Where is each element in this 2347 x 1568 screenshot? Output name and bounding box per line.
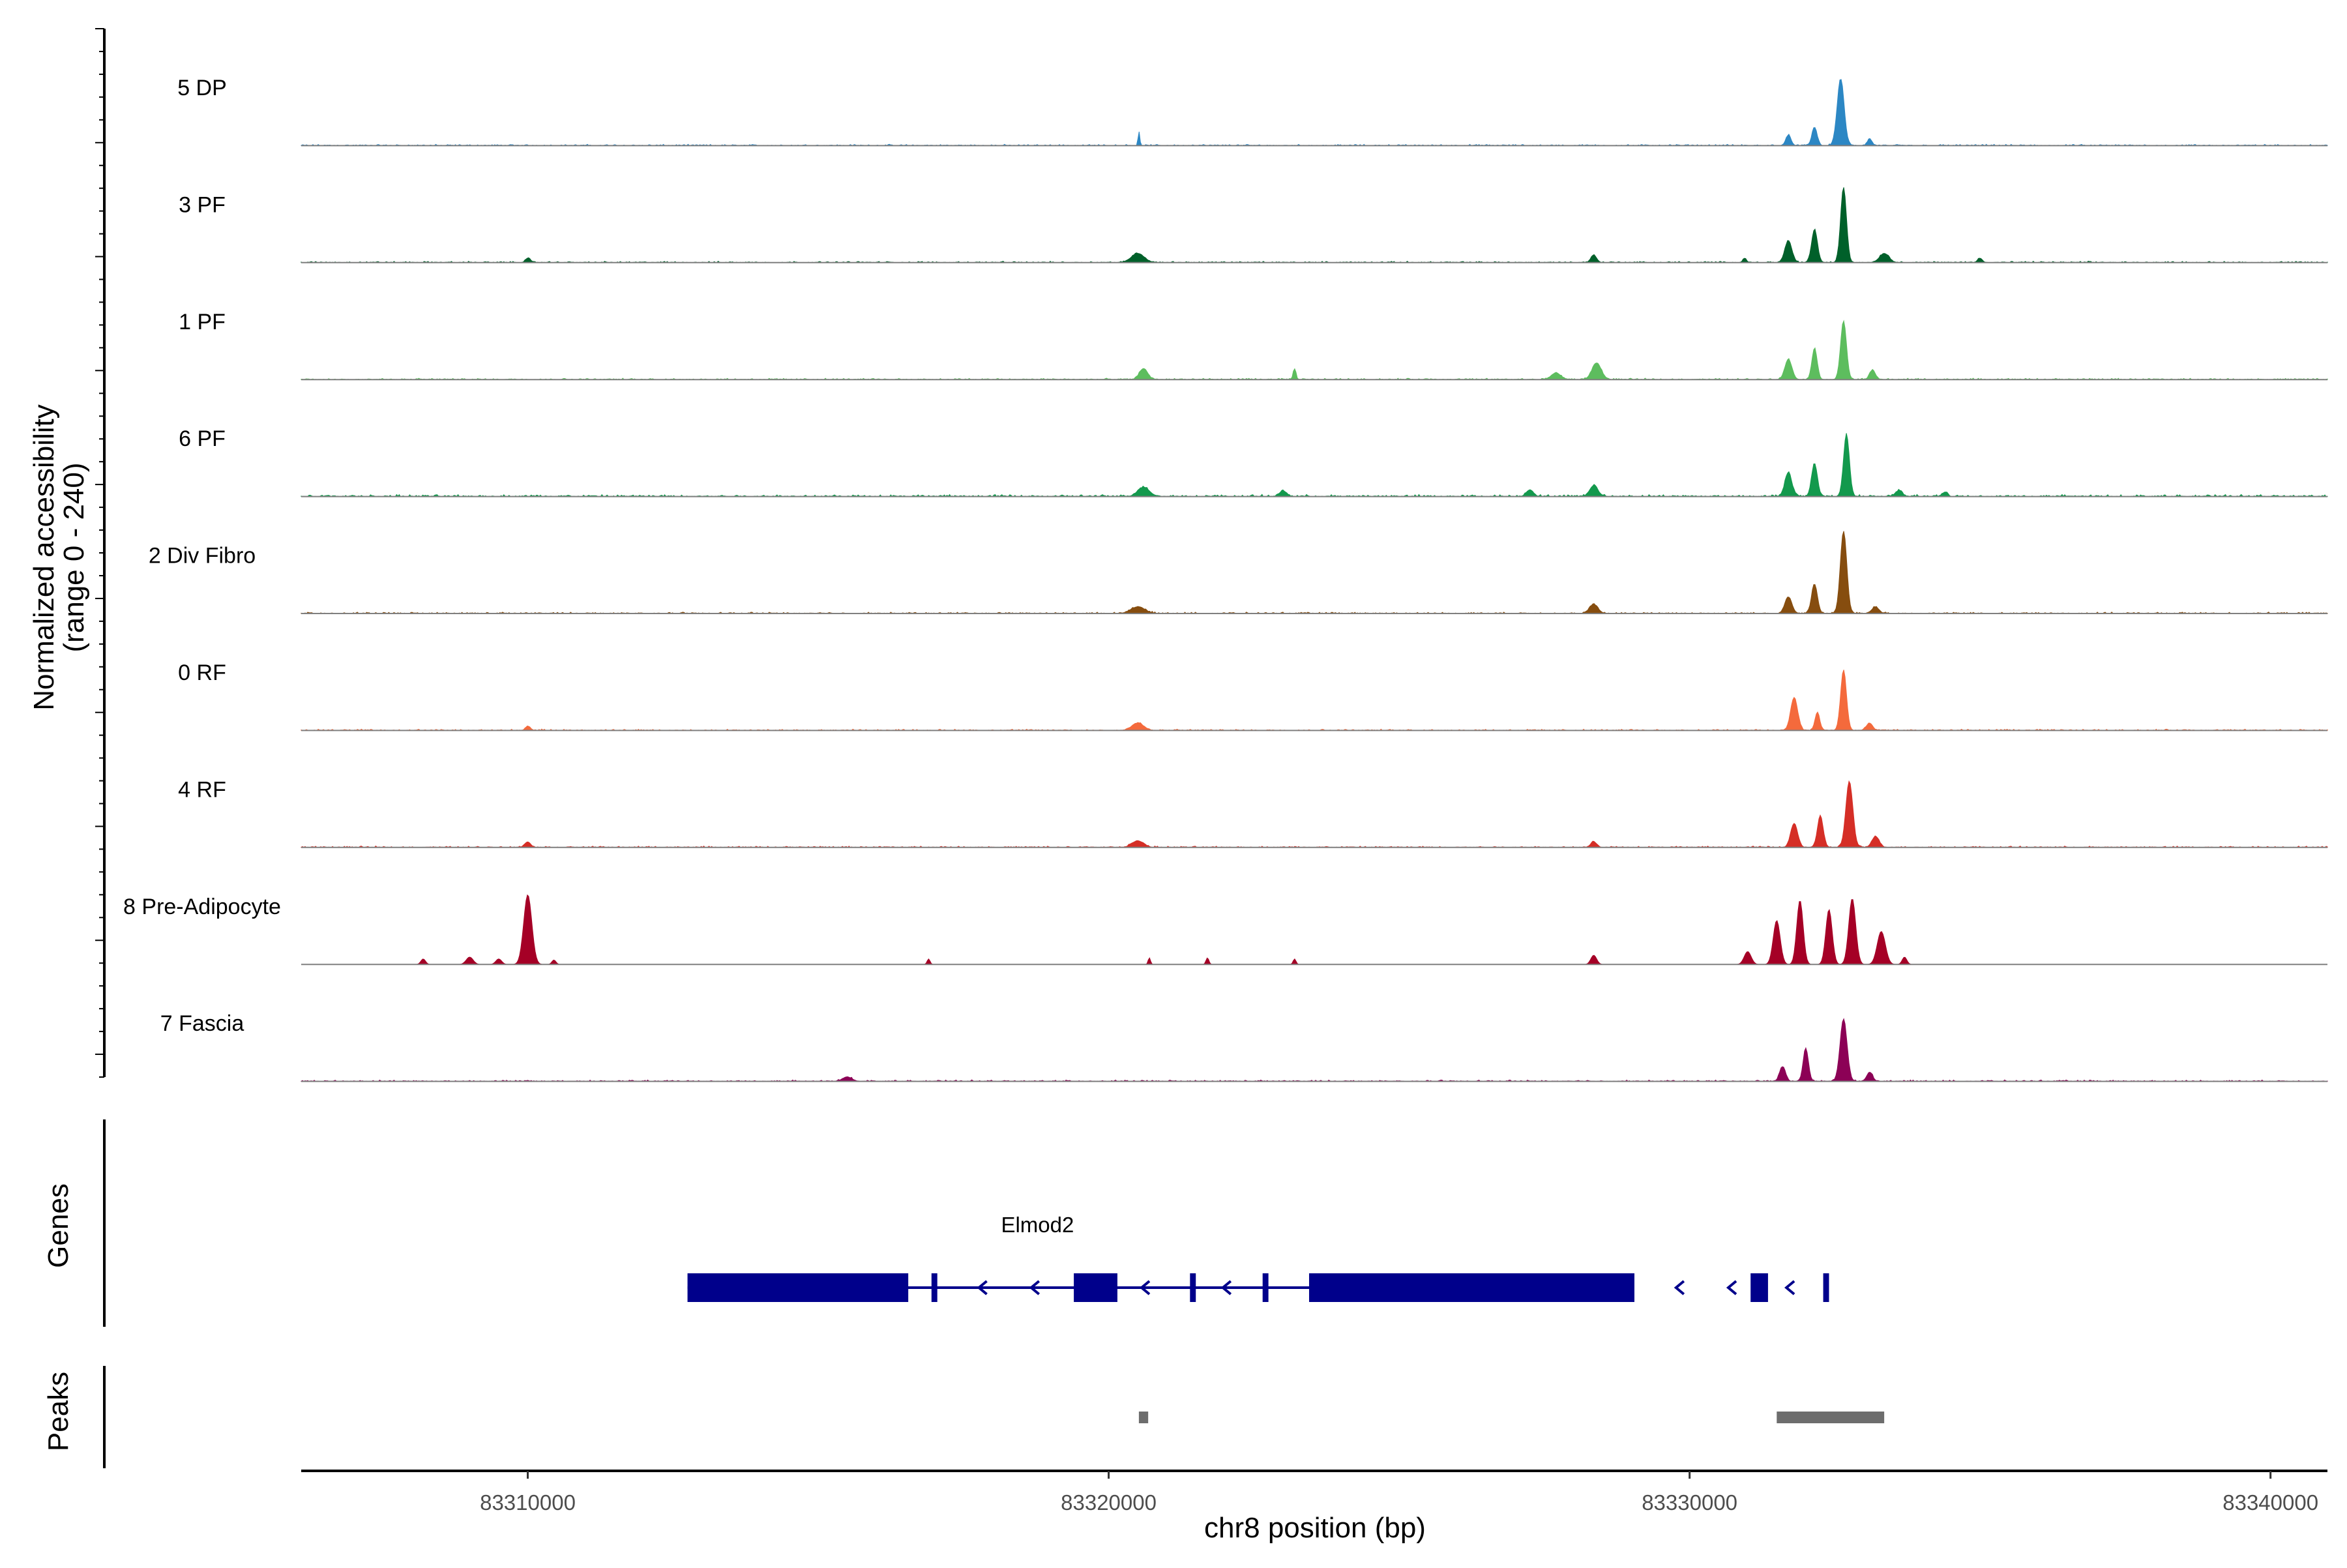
coverage-area [301,187,2328,263]
x-axis-title: chr8 position (bp) [1204,1512,1426,1544]
gene-exon [1190,1273,1196,1302]
gene-exon [1823,1273,1829,1302]
gene-strand-chevron [1220,1280,1232,1295]
x-tick-label: 83340000 [2222,1490,2318,1515]
coverage-area [301,1018,2328,1082]
gene-exon [931,1273,937,1302]
x-tick-label: 83330000 [1642,1490,1737,1515]
gene-name-label: Elmod2 [1001,1213,1074,1237]
coverage-area [301,894,2327,965]
gene-exon [687,1273,909,1302]
gene-strand-chevron [1139,1280,1151,1295]
gene-strand-chevron [1674,1280,1685,1295]
y-axis-title-line2: (range 0 - 240) [58,462,90,652]
axes-layer: 83310000 83320000 83330000 83340000 [95,28,2327,1515]
coverage-area [301,531,2328,614]
coverage-area [301,79,2328,147]
gene-exon [1262,1273,1269,1302]
track-label: 7 Fascia [160,1011,244,1036]
peak-region [1777,1412,1885,1423]
y-axis-title-line1: Normalized accessibility [28,404,60,710]
peaks-axis-title: Peaks [42,1372,74,1451]
track-label: 5 DP [177,76,227,100]
gene-strand-chevron [1029,1280,1041,1295]
gene-exon [1074,1273,1117,1302]
gene-strand-chevron [1726,1280,1737,1295]
x-tick-label: 83320000 [1061,1490,1157,1515]
track-label: 4 RF [178,777,226,802]
track-label: 8 Pre-Adipocyte [123,895,281,919]
coverage-tracks: 5 DP 3 PF 1 PF 6 PF 2 Div Fibro 0 RF 4 RF 8 Pre… [123,76,2328,1082]
track-label: 1 PF [179,310,226,334]
coverage-area [301,433,2328,497]
genes-axis-title: Genes [42,1183,74,1268]
track-label: 2 Div Fibro [149,544,256,569]
x-tick-label: 83310000 [480,1490,576,1515]
coverage-area [301,319,2328,380]
coverage-area [301,780,2328,848]
gene-exon [1750,1273,1768,1302]
track-label: 0 RF [178,660,226,685]
gene-track: Elmod2 [687,1213,1829,1302]
gene-strand-chevron [977,1280,988,1295]
gene-strand-chevron [1784,1280,1795,1295]
track-label: 3 PF [179,192,226,217]
coverage-area [301,670,2328,732]
peak-track [1138,1412,1885,1423]
gene-exon [1308,1273,1634,1302]
track-label: 6 PF [179,426,226,451]
peak-region [1138,1412,1149,1423]
